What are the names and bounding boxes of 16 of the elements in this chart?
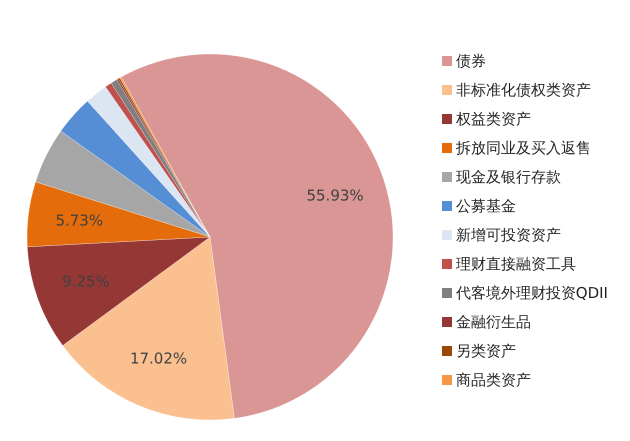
legend-label: 非标准化债权类资产 xyxy=(456,80,591,98)
legend-label: 现金及银行存款 xyxy=(456,168,561,186)
data-label: 17.02% xyxy=(130,349,188,368)
legend-label: 金融衍生品 xyxy=(456,312,531,330)
legend-label: 权益类资产 xyxy=(456,110,531,128)
data-label: 9.25% xyxy=(62,272,110,290)
legend-label: 理财直接融资工具 xyxy=(456,254,576,272)
legend-label: 债券 xyxy=(456,52,486,70)
legend-label: 新增可投资资产 xyxy=(456,226,561,244)
legend-label: 商品类资产 xyxy=(456,370,531,388)
legend-label: 代客境外理财投资QDII xyxy=(456,284,608,302)
legend-label: 另类资产 xyxy=(456,342,516,360)
legend-label: 公募基金 xyxy=(456,196,516,214)
data-label: 55.93% xyxy=(306,186,364,205)
legend-label: 拆放同业及买入返售 xyxy=(456,138,591,156)
data-label: 5.73% xyxy=(55,211,104,230)
